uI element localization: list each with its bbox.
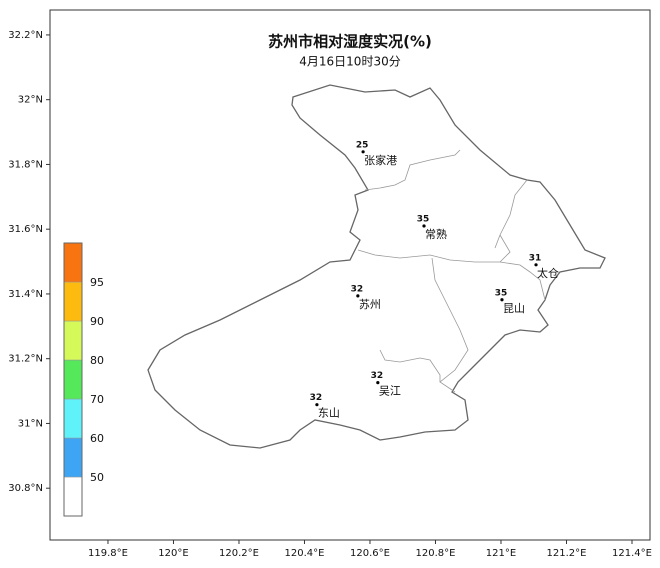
colorbar-segment [63, 398, 83, 439]
colorbar-segment [63, 320, 83, 361]
colorbar-label: 80 [90, 354, 104, 367]
station-name: 东山 [318, 407, 340, 420]
station-value: 31 [529, 253, 542, 263]
district-border [364, 149, 461, 191]
x-tick-label: 120°E [158, 548, 188, 559]
y-tick-label: 31.8°N [8, 159, 43, 170]
station-name: 太仓 [537, 266, 559, 280]
station-name: 吴江 [379, 385, 401, 398]
x-tick-label: 121.4°E [612, 548, 652, 559]
colorbar-label: 90 [90, 315, 104, 328]
station-dot [356, 294, 360, 298]
colorbar-segment [63, 476, 83, 517]
y-tick-label: 31°N [18, 418, 43, 429]
colorbar-label: 50 [90, 471, 104, 484]
colorbar-segment [63, 242, 83, 283]
colorbar-label: 95 [90, 276, 104, 289]
station-name: 常熟 [425, 227, 447, 241]
station-dot [361, 150, 365, 154]
station-name: 张家港 [364, 153, 397, 167]
station-name: 昆山 [503, 302, 525, 315]
district-border [494, 179, 528, 249]
station-value: 35 [495, 288, 508, 298]
x-tick-label: 120.6°E [350, 548, 390, 559]
y-tick-label: 32°N [18, 95, 43, 106]
district-border [431, 257, 469, 393]
colorbar-segment [63, 437, 83, 478]
y-tick-label: 31.4°N [8, 289, 43, 300]
x-tick-label: 121.2°E [547, 548, 587, 559]
station-dot [315, 403, 319, 407]
station-dot [422, 224, 426, 228]
colorbar-segment [63, 281, 83, 322]
y-tick-label: 32.2°N [8, 30, 43, 41]
colorbar-label: 60 [90, 432, 104, 445]
map-title: 苏州市相对湿度实况(%) [268, 33, 432, 51]
x-tick-label: 120.2°E [219, 548, 259, 559]
map-frame [49, 9, 651, 541]
station-dot [500, 298, 504, 302]
region-outline [147, 84, 606, 449]
district-border [499, 261, 546, 301]
x-tick-label: 120.4°E [284, 548, 324, 559]
district-border [357, 234, 511, 263]
station-value: 35 [417, 214, 430, 224]
y-tick-label: 30.8°N [8, 483, 43, 494]
district-border [379, 349, 441, 382]
station-value: 32 [371, 371, 384, 381]
station-value: 32 [351, 284, 364, 294]
station-value: 25 [356, 140, 369, 150]
colorbar-segment [63, 359, 83, 400]
y-tick-label: 31.2°N [8, 354, 43, 365]
x-tick-label: 120.8°E [416, 548, 456, 559]
station-dot [534, 263, 538, 267]
x-tick-label: 121°E [486, 548, 516, 559]
station-name: 苏州 [359, 298, 381, 311]
colorbar-label: 70 [90, 393, 104, 406]
map-subtitle: 4月16日10时30分 [299, 55, 400, 69]
x-tick-label: 119.8°E [88, 548, 128, 559]
colorbar-frame [63, 242, 83, 517]
station-value: 32 [310, 393, 323, 403]
station-dot [376, 381, 380, 385]
y-tick-label: 31.6°N [8, 224, 43, 235]
